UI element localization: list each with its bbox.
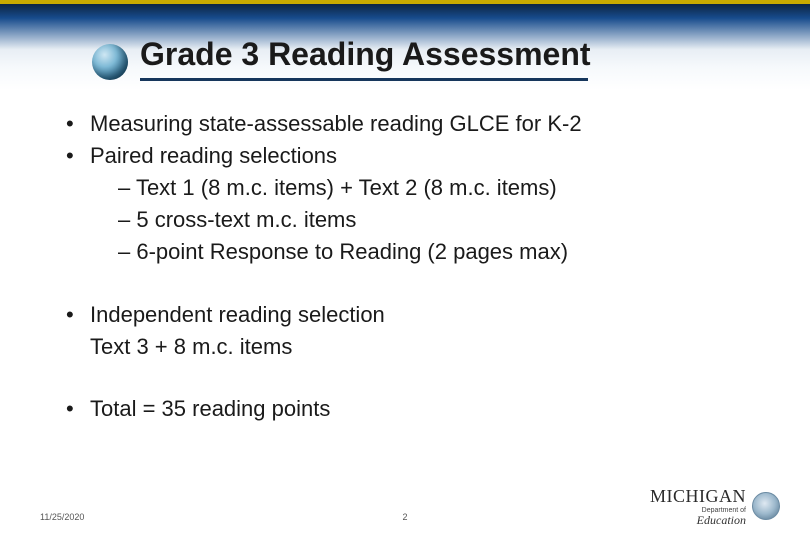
logo-sub2-text: Education [697,514,746,526]
header-accent-strip [0,0,810,4]
bullet-continuation: Text 3 + 8 m.c. items [90,331,762,363]
footer-date: 11/25/2020 [40,512,84,522]
sub-item: – Text 1 (8 m.c. items) + Text 2 (8 m.c.… [90,172,762,204]
bullet-text: Paired reading selections [90,143,337,168]
footer-page-number: 2 [402,512,407,522]
slide-body: Measuring state-assessable reading GLCE … [62,108,762,425]
logo-text-stack: MICHIGAN Department of Education [650,486,746,526]
bullet-item: Independent reading selection Text 3 + 8… [62,299,762,363]
footer-logo: MICHIGAN Department of Education [650,486,780,526]
bullet-item: Total = 35 reading points [62,393,762,425]
sub-item: – 6-point Response to Reading (2 pages m… [90,236,762,268]
title-underline [140,78,588,81]
bullet-item: Paired reading selections – Text 1 (8 m.… [62,140,762,268]
bullet-item: Measuring state-assessable reading GLCE … [62,108,762,140]
globe-icon [92,44,128,80]
bullet-text: Independent reading selection [90,302,385,327]
sub-item: – 5 cross-text m.c. items [90,204,762,236]
seal-icon [752,492,780,520]
logo-main-text: MICHIGAN [650,486,746,507]
slide-title: Grade 3 Reading Assessment [140,36,591,73]
slide: Grade 3 Reading Assessment Measuring sta… [0,0,810,540]
